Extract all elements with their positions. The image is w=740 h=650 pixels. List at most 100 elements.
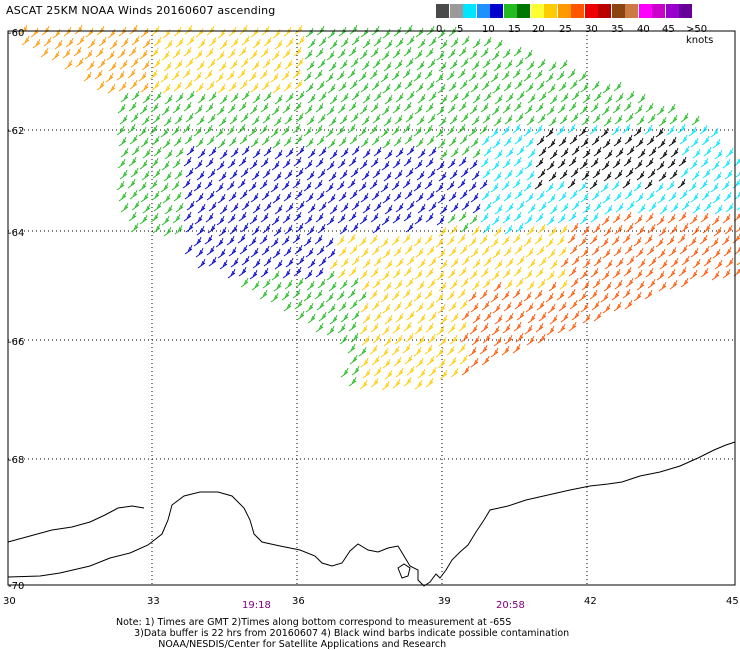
- wind-barb: [351, 90, 360, 101]
- wind-barb: [503, 81, 512, 92]
- wind-barb: [206, 135, 215, 146]
- wind-barb: [512, 233, 521, 244]
- wind-barb: [402, 343, 411, 354]
- wind-barb: [535, 102, 544, 113]
- wind-barb: [316, 245, 325, 256]
- wind-barb: [449, 224, 458, 235]
- wind-barb: [545, 292, 554, 303]
- wind-barb: [349, 299, 358, 310]
- wind-barb: [615, 147, 624, 158]
- wind-barb: [373, 366, 382, 377]
- wind-barb: [559, 59, 568, 70]
- wind-barb: [714, 149, 723, 160]
- wind-barb: [329, 259, 338, 270]
- wind-barb: [370, 267, 379, 278]
- wind-barb: [142, 148, 151, 159]
- wind-barb: [404, 79, 413, 90]
- wind-barb: [491, 215, 500, 226]
- wind-barb: [570, 112, 579, 123]
- wind-barb: [162, 138, 171, 149]
- wind-barb: [142, 203, 151, 214]
- wind-barb: [425, 322, 434, 333]
- wind-barb: [472, 148, 481, 159]
- wind-barb: [570, 277, 579, 288]
- wind-barb: [315, 47, 324, 58]
- wind-barb: [271, 105, 280, 116]
- wind-barb: [183, 101, 192, 112]
- coast-inner-line: [7, 505, 145, 543]
- wind-barb: [369, 69, 378, 80]
- wind-barb: [197, 93, 206, 104]
- wind-barb: [360, 247, 369, 258]
- wind-barb: [381, 380, 390, 391]
- wind-barb: [248, 181, 257, 192]
- wind-barb: [437, 138, 446, 149]
- wind-barb: [439, 369, 448, 380]
- wind-barb: [512, 68, 521, 79]
- wind-barb: [129, 134, 138, 145]
- lat-label-66: -66: [8, 337, 24, 348]
- wind-barb: [272, 138, 281, 149]
- wind-barb: [369, 344, 378, 355]
- wind-barb: [490, 347, 499, 358]
- wind-barb: [139, 159, 148, 170]
- wind-barb: [382, 358, 391, 369]
- wind-barb: [669, 169, 678, 180]
- wind-barb: [536, 245, 545, 256]
- wind-barb: [514, 189, 523, 200]
- wind-barb: [118, 191, 127, 202]
- wind-barb: [204, 234, 213, 245]
- wind-barb: [293, 156, 302, 167]
- wind-barb: [623, 101, 632, 112]
- wind-barb: [329, 39, 338, 50]
- wind-barb: [373, 201, 382, 212]
- wind-barb: [307, 258, 316, 269]
- wind-barb: [182, 178, 191, 189]
- wind-barb: [558, 81, 567, 92]
- wind-barb: [261, 245, 270, 256]
- wind-barb: [723, 191, 732, 202]
- wind-barb: [601, 270, 610, 281]
- wind-barb: [239, 24, 248, 35]
- wind-barb: [448, 136, 457, 147]
- wind-barb: [226, 180, 235, 191]
- wind-barb: [450, 367, 459, 378]
- wind-barb: [681, 200, 690, 211]
- wind-barb: [250, 27, 259, 38]
- wind-barb: [239, 189, 248, 200]
- wind-barb: [206, 190, 215, 201]
- wind-barb: [471, 170, 480, 181]
- wind-barb: [483, 311, 492, 322]
- antarctic-coastline: [7, 441, 736, 587]
- wind-barb: [347, 343, 356, 354]
- wind-barb: [391, 290, 400, 301]
- wind-barb: [205, 212, 214, 223]
- wind-barb: [670, 257, 679, 268]
- wind-barb: [314, 124, 323, 135]
- wind-barb: [669, 114, 678, 125]
- wind-barb: [493, 171, 502, 182]
- wind-barb: [658, 281, 667, 292]
- wind-barb: [468, 291, 477, 302]
- wind-barb: [337, 48, 346, 59]
- wind-barb: [502, 158, 511, 169]
- wind-barb: [241, 35, 250, 46]
- wind-barb: [459, 134, 468, 145]
- wind-barb: [370, 47, 379, 58]
- wind-barb: [129, 24, 138, 35]
- wind-barb: [329, 94, 338, 105]
- wind-barb: [669, 224, 678, 235]
- wind-barb: [152, 168, 161, 179]
- wind-barb: [174, 114, 183, 125]
- wind-barb: [677, 178, 686, 189]
- wind-barb: [459, 299, 468, 310]
- wind-barb: [700, 157, 709, 168]
- wind-barb: [633, 236, 642, 247]
- wind-barb: [240, 112, 249, 123]
- wind-barb: [193, 236, 202, 247]
- wind-barb: [469, 159, 478, 170]
- wind-barb: [336, 70, 345, 81]
- wind-barb: [383, 281, 392, 292]
- wind-barb: [557, 323, 566, 334]
